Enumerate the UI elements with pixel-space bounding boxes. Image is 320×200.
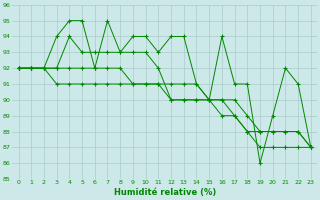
X-axis label: Humidité relative (%): Humidité relative (%) xyxy=(114,188,216,197)
